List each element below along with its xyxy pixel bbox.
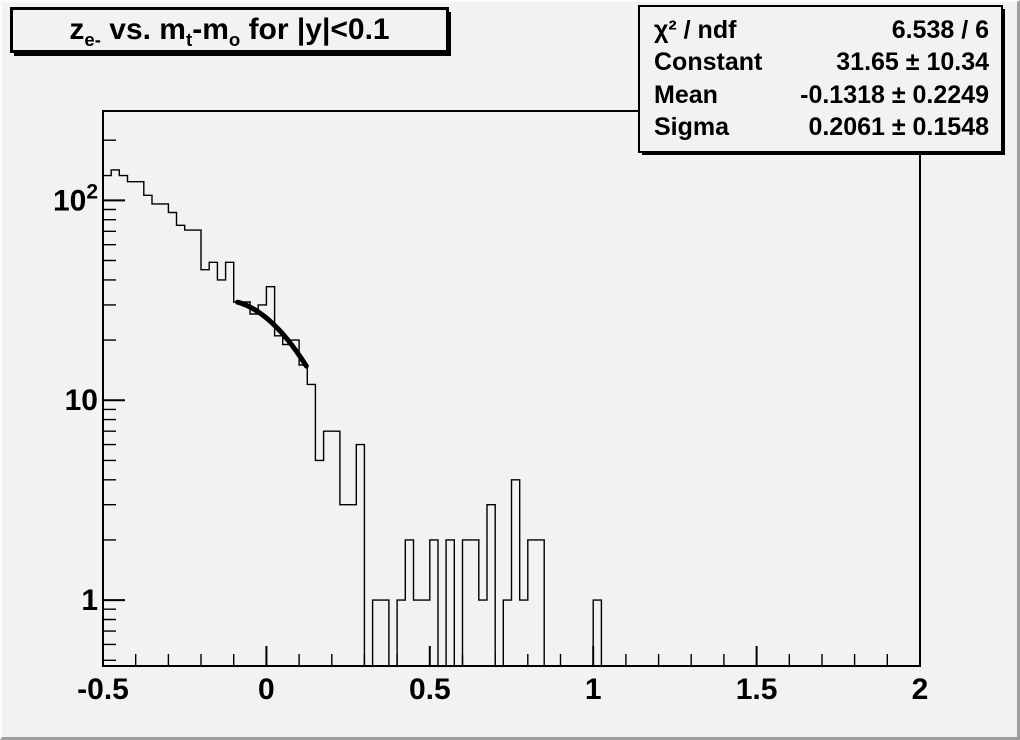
fit-curve: [235, 299, 309, 369]
histogram-line: [103, 169, 920, 667]
stat-value: -0.1318 ± 0.2249: [800, 80, 989, 109]
x-axis-minor-ticks: [135, 654, 888, 666]
stat-label: χ² / ndf: [654, 15, 737, 44]
stat-label: Sigma: [654, 113, 730, 142]
stat-row-chi2: χ² / ndf 6.538 / 6: [654, 16, 989, 45]
y-axis-tick-label: 1: [81, 584, 98, 617]
stat-label: Constant: [654, 48, 763, 77]
stat-value: 6.538 / 6: [891, 15, 989, 44]
x-axis-tick-label: 1.5: [736, 673, 778, 706]
stat-row-mean: Mean -0.1318 ± 0.2249: [654, 81, 989, 110]
stat-value: 31.65 ± 10.34: [836, 48, 989, 77]
x-axis-tick-label: -0.5: [77, 673, 129, 706]
x-axis-tick-label: 2: [912, 673, 929, 706]
x-axis-tick-label: 1: [585, 673, 602, 706]
stat-row-sigma: Sigma 0.2061 ± 0.1548: [654, 113, 989, 142]
x-axis-tick-label: 0.5: [409, 673, 451, 706]
y-axis-major-ticks: [103, 199, 125, 602]
title-box: ze- vs. mt-mo for |y|<0.1: [10, 7, 449, 53]
plot-frame: [102, 110, 921, 667]
histogram-title: ze- vs. mt-mo for |y|<0.1: [69, 13, 390, 50]
stat-label: Mean: [654, 80, 718, 109]
y-axis-minor-ticks: [103, 139, 116, 661]
y-axis-tick-label: 102: [53, 180, 98, 217]
stat-row-constant: Constant 31.65 ± 10.34: [654, 48, 989, 77]
y-axis-tick-label: 10: [65, 384, 98, 417]
stats-box: χ² / ndf 6.538 / 6 Constant 31.65 ± 10.3…: [638, 5, 1003, 153]
x-axis-major-ticks: [102, 646, 921, 666]
stat-value: 0.2061 ± 0.1548: [808, 113, 989, 142]
x-axis-tick-label: 0: [258, 673, 275, 706]
